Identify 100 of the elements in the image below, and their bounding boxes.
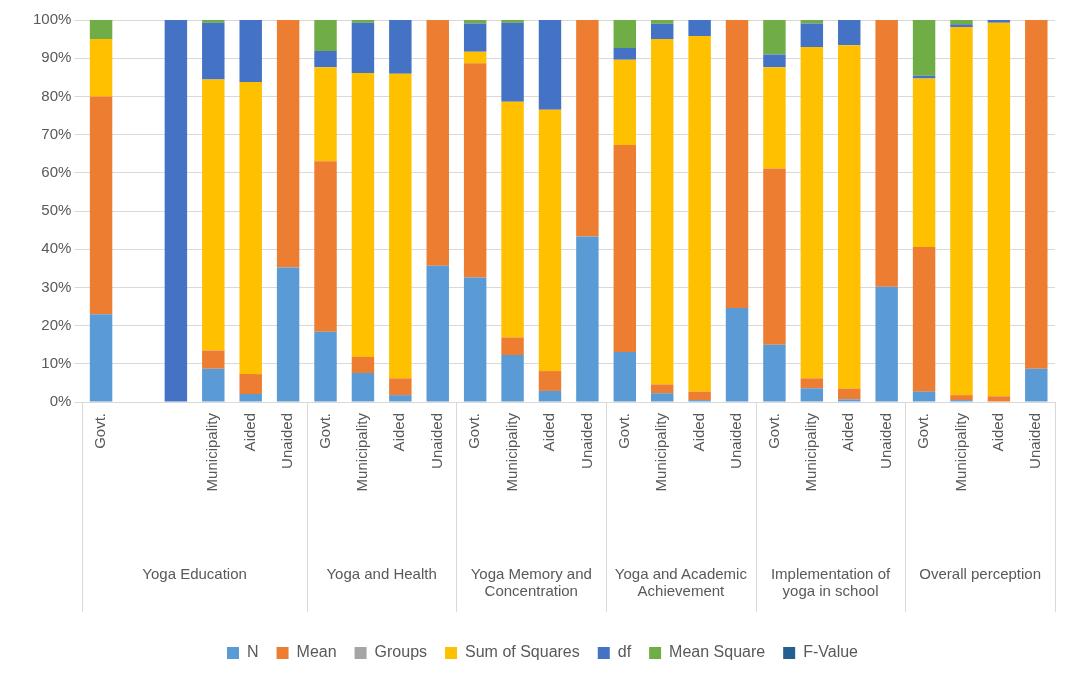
bar xyxy=(613,59,637,145)
x-tick-label: Aided xyxy=(989,413,1007,452)
bar xyxy=(538,371,562,391)
y-tick-label: 0% xyxy=(49,392,72,410)
bar xyxy=(800,23,824,48)
bar xyxy=(1025,368,1048,402)
bar xyxy=(276,267,300,402)
x-tick-label: Aided xyxy=(240,413,258,452)
bar xyxy=(950,26,973,396)
legend-label: Mean xyxy=(296,643,337,661)
x-tick-label: Unaided xyxy=(727,413,745,469)
bar xyxy=(164,20,188,402)
bar xyxy=(351,73,375,357)
bar xyxy=(389,20,412,74)
bar xyxy=(763,344,786,402)
bar xyxy=(576,20,599,237)
bar xyxy=(912,246,936,392)
bar xyxy=(950,395,973,401)
bar xyxy=(613,47,637,60)
bar xyxy=(89,39,113,97)
bar xyxy=(950,24,973,27)
bar xyxy=(763,168,786,345)
bar xyxy=(389,73,412,379)
bar xyxy=(763,20,786,55)
bar xyxy=(389,395,412,402)
bar xyxy=(463,277,487,402)
bar xyxy=(202,20,225,23)
bar xyxy=(501,101,524,338)
bar xyxy=(426,265,449,402)
text: Implementation of yoga in school xyxy=(769,565,892,599)
y-tick-label: 70% xyxy=(41,124,72,142)
bar xyxy=(725,308,749,402)
bar xyxy=(800,388,824,402)
x-tick-label: Municipality xyxy=(652,412,670,492)
bar xyxy=(987,22,1011,397)
bar xyxy=(875,286,898,402)
text: Yoga and Health xyxy=(325,565,438,582)
bar xyxy=(202,350,225,369)
bar xyxy=(314,331,337,402)
bar xyxy=(239,374,262,394)
y-tick-label: 100% xyxy=(32,10,72,28)
x-tick-label: Municipality xyxy=(502,412,520,492)
y-tick-label: 60% xyxy=(41,162,72,180)
bar xyxy=(351,372,375,402)
y-tick-label: 80% xyxy=(41,86,72,104)
bar xyxy=(239,393,262,402)
bar xyxy=(89,96,113,315)
bar xyxy=(501,337,524,356)
x-tick-label: Govt. xyxy=(465,413,483,449)
bar xyxy=(613,144,637,352)
y-tick-label: 50% xyxy=(41,201,72,219)
bar xyxy=(426,20,449,266)
bar xyxy=(838,388,861,400)
x-tick-label: Municipality xyxy=(801,412,819,492)
legend-label: Groups xyxy=(374,643,428,661)
bar xyxy=(650,384,674,394)
text: Yoga Education xyxy=(141,565,248,582)
bar xyxy=(650,20,674,24)
y-tick-label: 20% xyxy=(41,315,72,333)
bar xyxy=(314,20,337,51)
bar xyxy=(987,396,1011,402)
bar xyxy=(838,45,861,389)
bar xyxy=(389,378,412,396)
bar xyxy=(538,20,562,110)
bar xyxy=(800,47,824,379)
x-tick-label: Municipality xyxy=(353,412,371,492)
x-tick-label: Municipality xyxy=(951,412,969,492)
legend-label: N xyxy=(246,643,259,661)
x-tick-label: Aided xyxy=(689,413,707,452)
bar xyxy=(501,20,524,23)
x-tick-label: Aided xyxy=(540,413,558,452)
x-tick-label: Municipality xyxy=(203,412,221,492)
bar xyxy=(351,356,375,373)
bar xyxy=(89,314,113,402)
x-tick-label: Unaided xyxy=(427,413,445,469)
legend-label: df xyxy=(617,643,632,661)
bar xyxy=(838,399,861,402)
bar xyxy=(276,20,300,268)
bar xyxy=(987,20,1011,23)
bar xyxy=(202,22,225,80)
bar xyxy=(950,20,973,25)
x-tick-label: Govt. xyxy=(914,413,932,449)
bar xyxy=(202,368,225,402)
x-tick-label: Aided xyxy=(390,413,408,452)
bar xyxy=(688,20,711,37)
bar xyxy=(538,109,562,372)
bar xyxy=(688,391,711,401)
bar xyxy=(800,378,824,389)
bar xyxy=(912,20,936,76)
x-tick-label: Govt. xyxy=(91,413,109,449)
x-tick-label: Aided xyxy=(839,413,857,452)
bar xyxy=(314,161,337,332)
bar xyxy=(89,20,113,40)
bar xyxy=(650,393,674,402)
bar xyxy=(763,67,786,169)
x-tick-label: Govt. xyxy=(315,413,333,449)
text: Yoga Memory and Concentration xyxy=(469,565,593,599)
bar xyxy=(501,22,524,102)
bar xyxy=(538,390,562,402)
bar xyxy=(463,63,487,278)
